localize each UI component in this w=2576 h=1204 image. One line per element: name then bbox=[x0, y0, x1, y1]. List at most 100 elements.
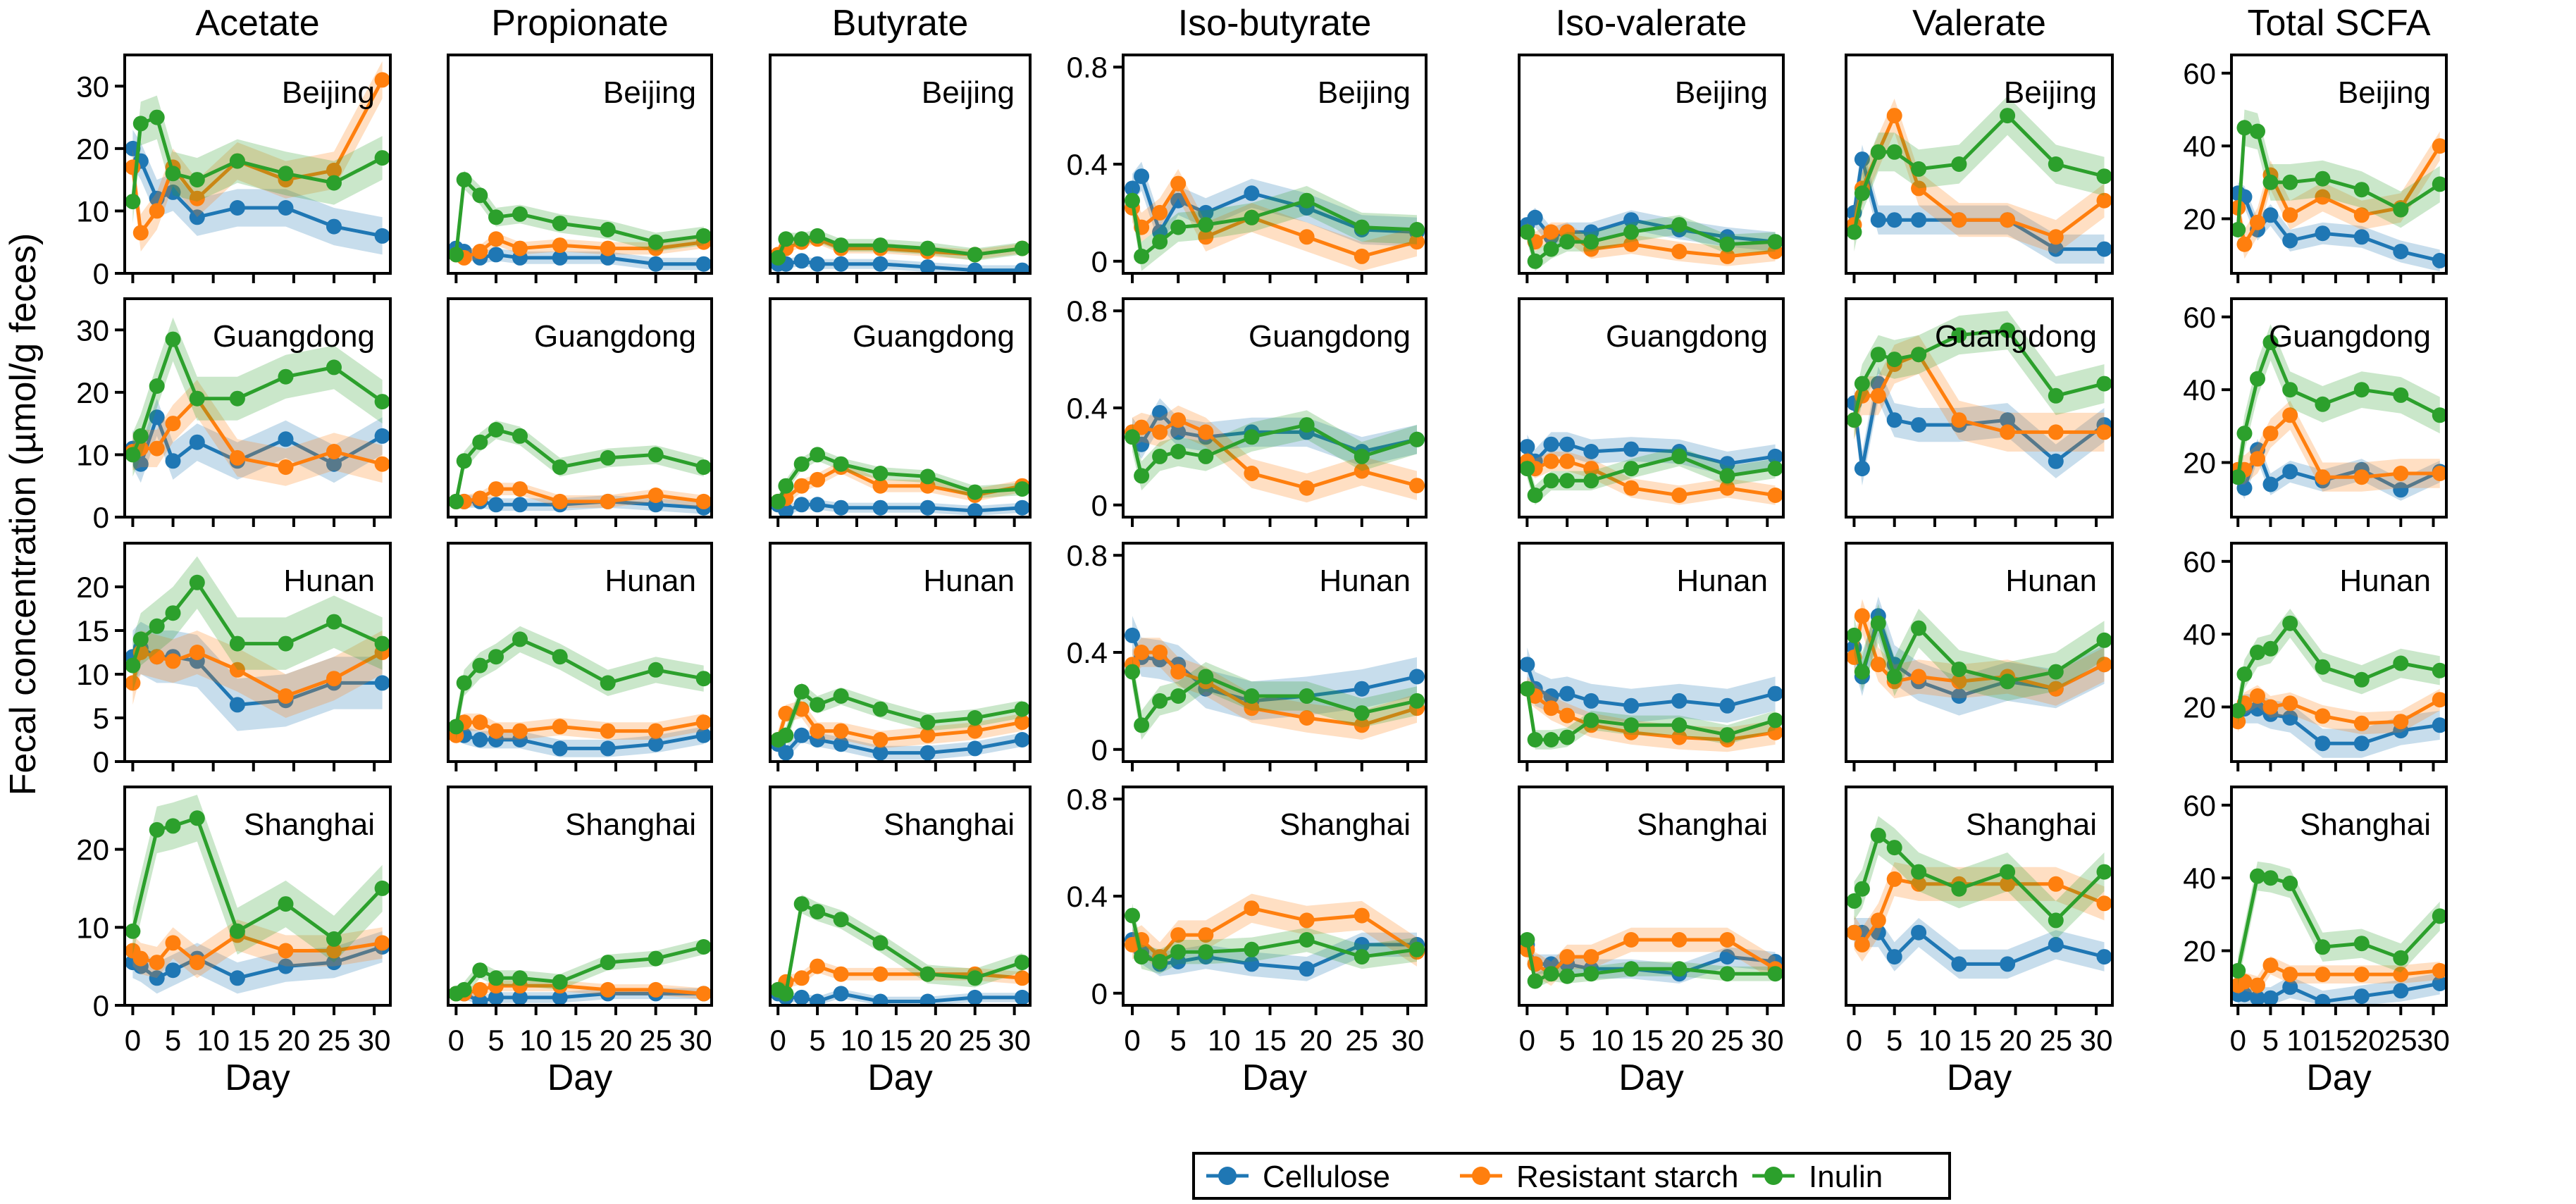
error-band bbox=[2238, 609, 2440, 726]
data-point bbox=[132, 950, 149, 967]
data-point bbox=[326, 456, 342, 472]
data-point bbox=[2262, 476, 2279, 492]
data-point bbox=[2048, 876, 2064, 892]
y-tick-label: 40 bbox=[2183, 618, 2216, 651]
data-point bbox=[2432, 466, 2446, 481]
data-point bbox=[2250, 451, 2265, 467]
panel: Hunan 0 5 10 15 20 bbox=[76, 542, 392, 778]
data-point bbox=[1767, 488, 1783, 503]
series-cellulose bbox=[125, 130, 390, 255]
series-inulin bbox=[1519, 678, 1783, 750]
chart-title: Total SCFA bbox=[2247, 3, 2430, 44]
data-point bbox=[512, 206, 528, 222]
x-tick-label: 5 bbox=[1559, 1024, 1575, 1057]
data-point bbox=[1719, 456, 1735, 472]
data-point bbox=[2048, 424, 2064, 440]
error-band bbox=[132, 380, 383, 486]
region-label: Hunan bbox=[2339, 564, 2431, 598]
data-point bbox=[278, 200, 294, 216]
data-point bbox=[793, 478, 810, 494]
data-point bbox=[600, 240, 616, 256]
data-point bbox=[833, 256, 849, 272]
data-point bbox=[189, 390, 205, 406]
data-point bbox=[967, 740, 983, 757]
data-point bbox=[1719, 236, 1735, 252]
data-point bbox=[2000, 424, 2016, 440]
y-tick-label: 0.8 bbox=[1067, 294, 1108, 328]
data-point bbox=[165, 818, 181, 834]
data-point bbox=[278, 431, 294, 447]
series-inulin bbox=[2231, 324, 2446, 495]
data-point bbox=[2000, 412, 2016, 428]
data-point bbox=[1152, 204, 1168, 221]
data-point bbox=[1519, 681, 1535, 697]
panel-plot-area bbox=[1846, 816, 2112, 979]
y-tick-label: 20 bbox=[76, 132, 109, 166]
data-point bbox=[1125, 192, 1140, 209]
panel-frame bbox=[123, 54, 392, 275]
x-tick-label: 25 bbox=[958, 1024, 991, 1057]
data-point bbox=[810, 958, 826, 974]
panel: Beijing 0 10 20 30 bbox=[76, 54, 392, 290]
y-tick-label: 60 bbox=[2183, 57, 2216, 90]
data-point bbox=[229, 970, 245, 986]
data-point bbox=[1170, 444, 1187, 459]
data-point bbox=[1583, 444, 1599, 459]
panel-frame bbox=[2230, 542, 2448, 763]
panel: Beijing bbox=[447, 54, 713, 283]
error-band bbox=[1854, 144, 2105, 264]
data-point bbox=[1170, 175, 1187, 192]
data-point bbox=[1854, 461, 1870, 477]
data-point bbox=[2393, 387, 2409, 403]
data-point bbox=[1299, 912, 1315, 929]
data-point bbox=[1870, 615, 1886, 631]
panel-plot-area bbox=[2231, 109, 2446, 272]
data-point bbox=[1519, 461, 1535, 477]
x-tick-label: 20 bbox=[1671, 1024, 1704, 1057]
data-point bbox=[1854, 151, 1870, 168]
data-point bbox=[872, 478, 888, 494]
data-point bbox=[1767, 448, 1783, 464]
region-label: Hunan bbox=[2005, 564, 2097, 598]
data-point bbox=[2250, 868, 2265, 884]
data-point bbox=[1134, 645, 1150, 660]
x-tick-label: 0 bbox=[1124, 1024, 1140, 1057]
panel-frame bbox=[123, 786, 392, 1007]
data-point bbox=[1299, 932, 1315, 948]
legend-swatch-marker bbox=[1472, 1167, 1490, 1185]
y-tick-label: 0 bbox=[1091, 733, 1108, 767]
data-point bbox=[1583, 473, 1599, 489]
data-point bbox=[1767, 461, 1783, 477]
data-point bbox=[2282, 967, 2298, 983]
panel-plot-area bbox=[1125, 161, 1425, 271]
panel: Hunan bbox=[1518, 542, 1785, 771]
error-band bbox=[2238, 109, 2440, 248]
panel-plot-area bbox=[1846, 596, 2112, 716]
data-point bbox=[1543, 966, 1559, 982]
chart-title: Iso-valerate bbox=[1556, 3, 1747, 44]
data-point bbox=[2432, 138, 2446, 154]
data-point bbox=[2096, 192, 2112, 209]
data-point bbox=[1951, 674, 1967, 690]
data-point bbox=[552, 989, 568, 1005]
data-point bbox=[1671, 488, 1688, 503]
data-point bbox=[2315, 170, 2331, 187]
data-point bbox=[695, 671, 712, 687]
data-point bbox=[1846, 627, 1862, 643]
y-tick-label: 0.8 bbox=[1067, 539, 1108, 572]
region-label: Beijing bbox=[2004, 75, 2097, 110]
data-point bbox=[600, 493, 616, 509]
data-point bbox=[2262, 174, 2279, 190]
data-point bbox=[1911, 924, 1927, 941]
panel-plot-area bbox=[770, 894, 1030, 1005]
data-point bbox=[229, 923, 245, 939]
x-tick-label: 15 bbox=[1253, 1024, 1287, 1057]
data-point bbox=[1911, 347, 1927, 363]
data-point bbox=[448, 493, 464, 509]
panel-frame bbox=[2230, 297, 2448, 519]
panel: Hunan bbox=[769, 542, 1032, 771]
data-point bbox=[2315, 225, 2331, 242]
data-point bbox=[2393, 950, 2409, 966]
data-point bbox=[1014, 499, 1030, 516]
